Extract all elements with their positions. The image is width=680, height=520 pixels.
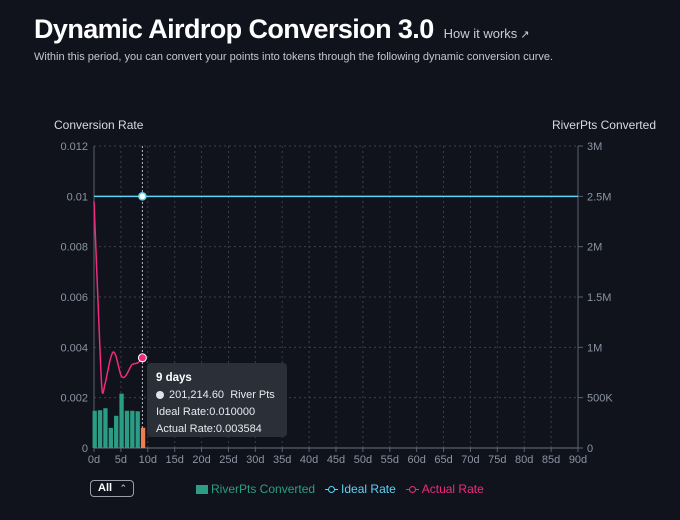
riverpts-bar (135, 411, 140, 448)
x-tick-label: 80d (515, 454, 533, 466)
left-tick-label: 0 (82, 443, 88, 455)
x-tick-label: 15d (165, 454, 183, 466)
chart-legend: RiverPts Converted Ideal Rate Actual Rat… (196, 482, 494, 496)
tooltip-title: 9 days (156, 372, 192, 384)
x-tick-label: 70d (461, 454, 479, 466)
legend-label-riverpts: RiverPts Converted (211, 482, 316, 496)
legend-item-ideal-rate[interactable]: Ideal Rate (325, 482, 396, 496)
x-tick-label: 90d (569, 454, 587, 466)
riverpts-bar (108, 427, 113, 448)
right-tick-label: 500K (587, 393, 613, 405)
riverpts-bar (119, 393, 124, 448)
x-tick-label: 55d (381, 454, 399, 466)
right-tick-label: 1M (587, 342, 602, 354)
left-axis-title: Conversion Rate (54, 118, 144, 132)
legend-label-ideal-rate: Ideal Rate (341, 482, 396, 496)
range-select-value: All (98, 482, 113, 494)
left-tick-label: 0.006 (60, 292, 88, 304)
arrow-up-right-icon: ↗ (520, 29, 530, 41)
right-tick-label: 3M (587, 141, 602, 153)
x-tick-label: 10d (139, 454, 157, 466)
title-row: Dynamic Airdrop Conversion 3.0 How it wo… (34, 14, 660, 45)
x-tick-label: 85d (542, 454, 560, 466)
left-tick-label: 0.01 (67, 191, 88, 203)
x-tick-label: 65d (434, 454, 452, 466)
legend-label-actual-rate: Actual Rate (421, 482, 484, 496)
x-tick-label: 0d (88, 454, 100, 466)
right-tick-label: 0 (587, 443, 593, 455)
legend-item-actual-rate[interactable]: Actual Rate (405, 482, 484, 496)
tooltip-actual-rate: Actual Rate:0.003584 (156, 423, 262, 435)
legend-bar-swatch (196, 484, 208, 494)
left-tick-label: 0.008 (60, 242, 88, 254)
tooltip-points-unit: River Pts (230, 389, 275, 401)
left-tick-label: 0.002 (60, 393, 88, 405)
x-tick-label: 75d (488, 454, 506, 466)
chart-footer: All ⌃ RiverPts Converted Ideal Rate Actu… (0, 480, 680, 500)
range-select[interactable]: All ⌃ (90, 480, 134, 497)
river-coin-icon (156, 391, 164, 400)
tooltip-points: 201,214.60 River Pts (156, 389, 287, 401)
how-it-works-label: How it works (443, 26, 518, 41)
header: Dynamic Airdrop Conversion 3.0 How it wo… (34, 14, 660, 63)
x-tick-label: 35d (273, 454, 291, 466)
riverpts-bar (124, 410, 130, 448)
tooltip-ideal-rate: Ideal Rate:0.010000 (156, 406, 256, 418)
conversion-chart[interactable]: Conversion Rate RiverPts Converted 0 0 0.002… (0, 0, 680, 480)
riverpts-bar (97, 410, 103, 448)
left-tick-label: 0.004 (60, 342, 88, 354)
left-tick-label: 0.012 (60, 141, 88, 153)
x-tick-label: 5d (115, 454, 127, 466)
x-tick-label: 60d (407, 454, 425, 466)
actual-rate-line (93, 201, 143, 395)
x-tick-label: 20d (192, 454, 210, 466)
page-title: Dynamic Airdrop Conversion 3.0 (34, 14, 434, 44)
page-subtitle: Within this period, you can convert your… (34, 51, 554, 63)
ideal-rate-marker (138, 191, 147, 201)
x-tick-label: 45d (327, 454, 345, 466)
x-tick-label: 50d (354, 454, 372, 466)
actual-rate-marker (137, 353, 147, 363)
x-tick-label: 40d (300, 454, 318, 466)
riverpts-bar (130, 410, 135, 448)
right-tick-label: 1.5M (587, 292, 611, 304)
legend-ideal-swatch (325, 485, 339, 494)
how-it-works-link[interactable]: How it works ↗ (444, 26, 530, 41)
legend-actual-swatch (405, 485, 419, 494)
riverpts-bar (92, 410, 97, 448)
chevron-up-down-icon: ⌃ (119, 483, 127, 493)
legend-item-riverpts[interactable]: RiverPts Converted (196, 482, 315, 496)
chart-tooltip: 9 days 201,214.60 River Pts Ideal Rate:0… (147, 363, 287, 437)
riverpts-bar (140, 427, 146, 448)
riverpts-bar (114, 415, 119, 448)
right-tick-label: 2.5M (587, 191, 611, 203)
right-tick-label: 2M (587, 242, 602, 254)
right-axis-title: RiverPts Converted (552, 118, 656, 132)
x-tick-label: 25d (219, 454, 237, 466)
riverpts-bar (103, 408, 108, 448)
tooltip-points-value: 201,214.60 (169, 389, 225, 401)
x-tick-label: 30d (246, 454, 264, 466)
